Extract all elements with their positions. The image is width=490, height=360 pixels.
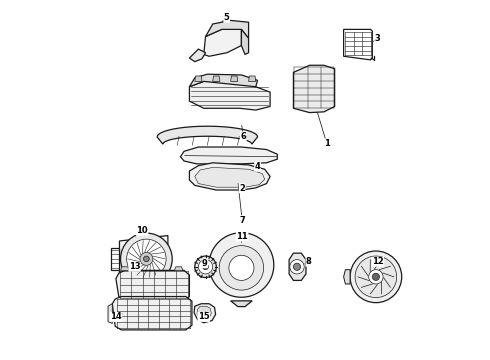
Circle shape [355, 256, 397, 298]
Circle shape [126, 239, 166, 279]
Text: 9: 9 [202, 259, 208, 268]
Text: 4: 4 [255, 162, 261, 171]
Polygon shape [121, 267, 129, 271]
Circle shape [140, 252, 153, 265]
Text: 8: 8 [306, 257, 312, 266]
Polygon shape [197, 306, 211, 320]
Text: 2: 2 [239, 184, 245, 193]
Circle shape [121, 233, 172, 285]
Circle shape [350, 251, 402, 303]
Polygon shape [343, 270, 350, 284]
Polygon shape [213, 76, 220, 81]
Text: 7: 7 [239, 216, 245, 225]
Text: 12: 12 [372, 257, 384, 266]
Circle shape [229, 255, 254, 280]
Circle shape [368, 270, 383, 284]
Polygon shape [194, 304, 216, 323]
Polygon shape [231, 76, 238, 81]
Circle shape [219, 246, 264, 290]
Circle shape [144, 256, 149, 262]
Polygon shape [190, 74, 258, 87]
Polygon shape [204, 30, 242, 56]
Text: 13: 13 [129, 262, 140, 271]
Polygon shape [195, 167, 265, 187]
Polygon shape [231, 301, 252, 307]
Polygon shape [120, 235, 168, 288]
Text: 10: 10 [136, 226, 148, 235]
Polygon shape [157, 126, 258, 144]
Circle shape [198, 260, 213, 274]
Polygon shape [209, 233, 274, 297]
Polygon shape [174, 267, 183, 271]
Polygon shape [112, 297, 192, 330]
Text: 5: 5 [224, 13, 230, 22]
Circle shape [290, 260, 304, 274]
Circle shape [203, 264, 208, 270]
Polygon shape [199, 262, 206, 277]
Polygon shape [195, 76, 202, 81]
Text: 11: 11 [236, 232, 248, 241]
Text: 3: 3 [375, 34, 381, 43]
Polygon shape [242, 30, 248, 54]
Polygon shape [248, 76, 256, 81]
Circle shape [195, 256, 216, 278]
Polygon shape [205, 21, 248, 39]
Polygon shape [343, 30, 372, 60]
Polygon shape [190, 163, 270, 190]
Polygon shape [111, 248, 120, 270]
Polygon shape [180, 147, 277, 164]
Polygon shape [294, 65, 335, 113]
Text: 6: 6 [240, 132, 246, 141]
Polygon shape [190, 81, 270, 110]
Polygon shape [289, 253, 306, 280]
Text: 1: 1 [324, 139, 330, 148]
Polygon shape [190, 49, 205, 62]
Circle shape [372, 273, 379, 280]
Polygon shape [116, 270, 190, 300]
Polygon shape [108, 304, 112, 323]
Circle shape [294, 263, 300, 270]
Text: 15: 15 [198, 312, 210, 321]
Text: 14: 14 [110, 312, 122, 321]
